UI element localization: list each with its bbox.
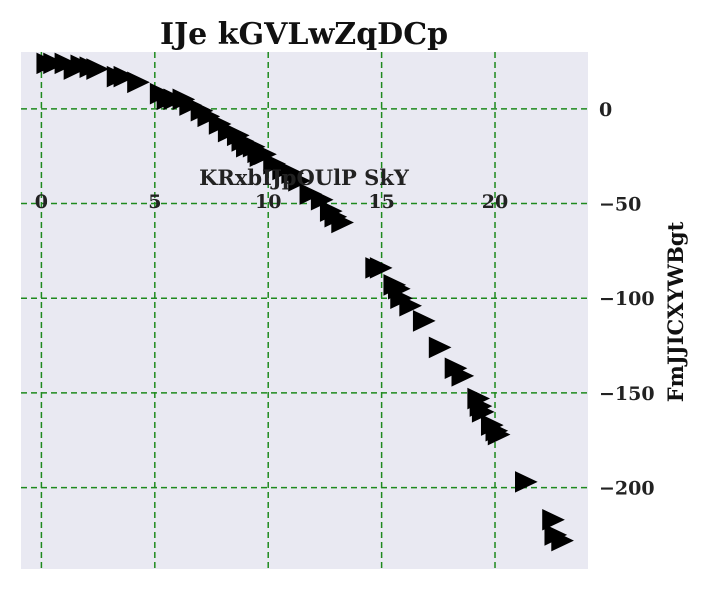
data-point-6 xyxy=(86,58,110,80)
grid xyxy=(21,52,588,569)
data-point-54 xyxy=(551,529,574,552)
data-point-9 xyxy=(127,71,150,94)
data-point-42 xyxy=(428,336,452,359)
data-point-52 xyxy=(542,508,565,531)
data-point-30 xyxy=(299,183,323,205)
x-tick-label-4: 20 xyxy=(482,191,508,213)
x-tick-label-3: 15 xyxy=(368,191,394,213)
data-point-34 xyxy=(331,211,354,234)
chart-title: IJe kGVLwZqDCp xyxy=(160,17,448,52)
y-tick-label-3: −150 xyxy=(599,383,655,405)
data-point-51 xyxy=(514,471,538,493)
data-point-36 xyxy=(369,257,393,279)
y-tick-label-2: −100 xyxy=(599,288,655,310)
x-tick-label-0: 0 xyxy=(35,191,48,213)
plot-background xyxy=(21,52,588,569)
y-tick-labels: 0 −50 −100 −150 −200 xyxy=(599,99,655,500)
data-point-16 xyxy=(197,105,221,128)
data-point-14 xyxy=(179,94,202,116)
x-tick-labels: 0 5 10 15 20 xyxy=(35,191,508,213)
data-point-8 xyxy=(113,65,137,88)
data-point-44 xyxy=(451,365,475,387)
data-point-50 xyxy=(487,423,511,446)
y-axis-label: FmJJICXYWBgt xyxy=(663,221,688,402)
x-tick-label-1: 5 xyxy=(148,191,161,213)
x-tick-label-2: 10 xyxy=(255,191,281,213)
data-point-41 xyxy=(412,310,436,332)
y-tick-label-0: 0 xyxy=(599,99,612,121)
y-tick-label-1: −50 xyxy=(599,194,641,216)
x-axis-label: KRxbIJpOUlP SkY xyxy=(199,165,410,190)
data-point-29 xyxy=(288,169,311,192)
data-point-40 xyxy=(399,294,422,317)
data-point-1 xyxy=(43,52,66,75)
y-tick-label-4: −200 xyxy=(599,478,655,500)
data-points xyxy=(36,52,574,552)
